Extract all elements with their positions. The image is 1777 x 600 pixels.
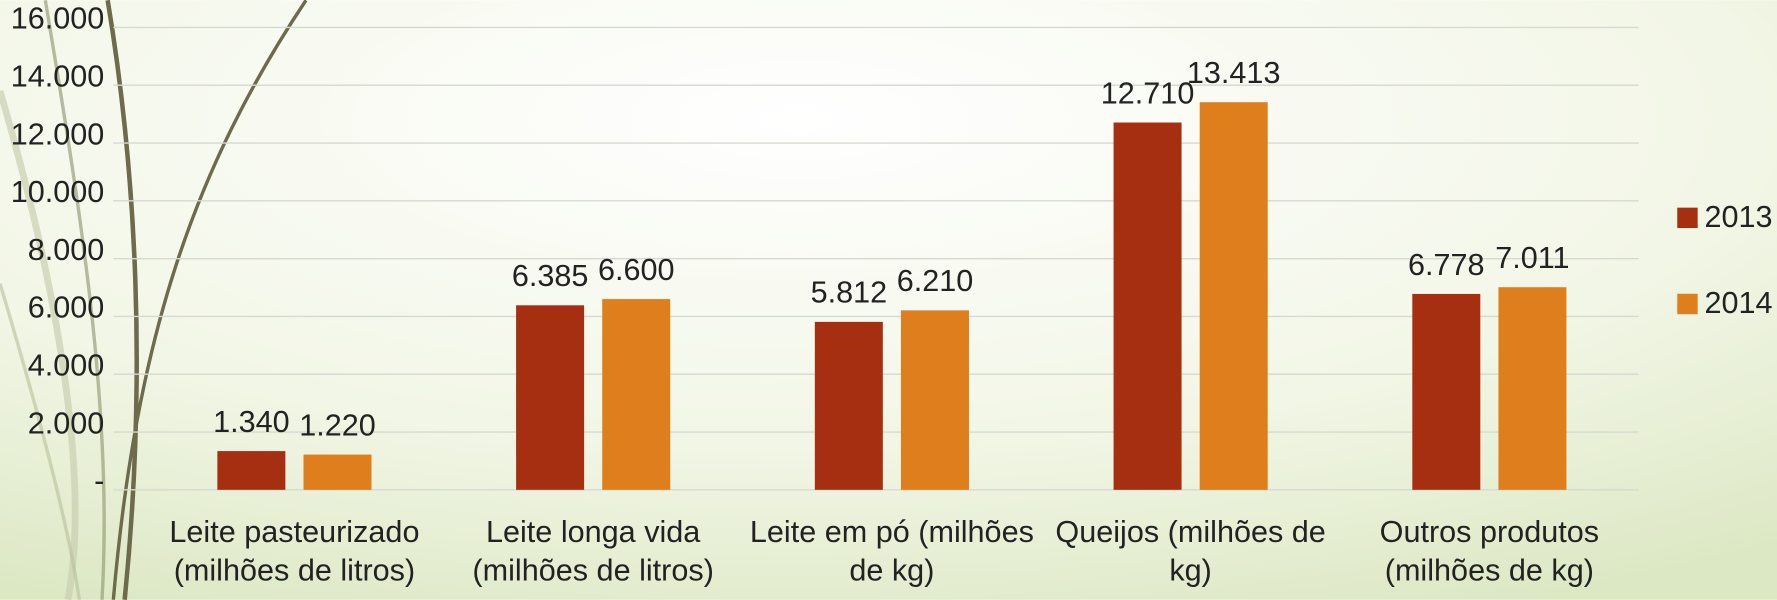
y-tick-label: 6.000 — [28, 291, 105, 325]
x-tick-label: Queijos (milhões de kg) — [1037, 512, 1345, 598]
bar — [602, 299, 670, 490]
x-tick-label-box: Leite em pó (milhões de kg) — [738, 512, 1046, 598]
data-label: 7.011 — [1495, 241, 1569, 275]
bar — [1498, 287, 1566, 490]
data-label: 13.413 — [1187, 56, 1281, 90]
x-tick-label-box: Queijos (milhões de kg) — [1037, 512, 1345, 598]
legend-label: 2014 — [1704, 286, 1772, 320]
data-label: 6.210 — [897, 264, 974, 298]
bar — [1412, 294, 1480, 490]
y-tick-label: 4.000 — [28, 349, 105, 383]
bar — [217, 451, 285, 490]
data-label: 6.778 — [1408, 248, 1485, 282]
x-tick-label: Outros produtos (milhões de kg) — [1335, 512, 1643, 598]
x-tick-label: Leite pasteurizado (milhões de litros) — [141, 512, 449, 598]
bar — [901, 310, 969, 489]
data-label: 1.340 — [213, 405, 290, 439]
data-label: 5.812 — [811, 276, 888, 310]
bar — [815, 322, 883, 490]
legend-label: 2013 — [1704, 200, 1772, 234]
y-tick-label: 2.000 — [28, 406, 105, 440]
bar — [1114, 123, 1182, 490]
x-tick-label: Leite longa vida (milhões de litros) — [439, 512, 747, 598]
legend-swatch — [1677, 208, 1697, 228]
y-tick-label: - — [94, 464, 104, 498]
bar — [516, 305, 584, 490]
data-label: 6.600 — [598, 253, 675, 287]
x-tick-label: Leite em pó (milhões de kg) — [738, 512, 1046, 598]
data-label: 12.710 — [1101, 76, 1195, 110]
data-label: 6.385 — [512, 259, 589, 293]
data-label: 1.220 — [299, 408, 376, 442]
y-tick-label: 8.000 — [28, 233, 105, 267]
x-tick-label-box: Leite pasteurizado (milhões de litros) — [141, 512, 449, 598]
x-tick-label-box: Leite longa vida (milhões de litros) — [439, 512, 747, 598]
bar — [1200, 102, 1268, 490]
y-tick-label: 12.000 — [11, 117, 105, 151]
page: - 2.000 4.000 6.000 8.000 10.000 12.000 14.000 1… — [0, 0, 1777, 600]
chart: - 2.000 4.000 6.000 8.000 10.000 12.000 14.000 1… — [0, 0, 1777, 600]
bar — [303, 455, 371, 490]
y-tick-label: 16.000 — [11, 2, 105, 36]
y-tick-label: 10.000 — [11, 175, 105, 209]
legend-swatch — [1677, 294, 1697, 314]
y-tick-label: 14.000 — [11, 60, 105, 94]
x-tick-label-box: Outros produtos (milhões de kg) — [1335, 512, 1643, 598]
